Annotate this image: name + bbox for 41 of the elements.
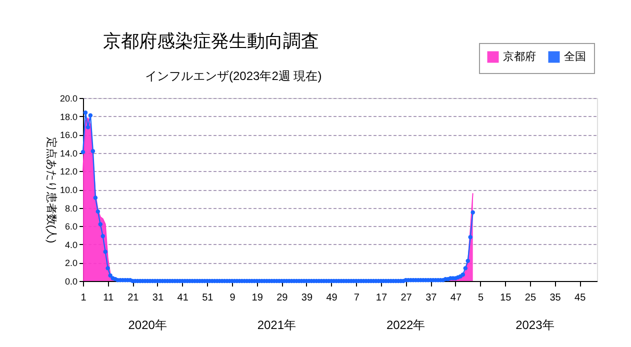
y-tick-label: 14.0 (60, 148, 78, 158)
x-tick-label: 1 (80, 292, 87, 304)
y-tick-label: 4.0 (64, 240, 78, 250)
y-tick-label: 20.0 (60, 94, 78, 104)
x-tick-label: 19 (252, 292, 264, 304)
chart-subtitle: インフルエンザ(2023年2週 現在) (145, 69, 322, 83)
x-tick-label: 39 (301, 292, 313, 304)
x-tick-label: 37 (426, 292, 438, 304)
x-tick-label: 35 (550, 292, 562, 304)
x-tick-label: 5 (478, 292, 484, 304)
x-tick-label: 49 (326, 292, 338, 304)
x-tick-label: 41 (177, 292, 189, 304)
y-tick-label: 10.0 (60, 185, 78, 195)
y-tick-label: 16.0 (60, 130, 78, 140)
x-tick-label: 21 (128, 292, 140, 304)
y-tick-label: 18.0 (60, 112, 78, 122)
text: 2022年 (386, 318, 426, 332)
x-tick-label: 31 (152, 292, 164, 304)
legend-label: 京都府 (503, 50, 536, 63)
x-tick-label: 45 (574, 292, 586, 304)
x-tick-label: 47 (450, 292, 462, 304)
y-tick-label: 2.0 (64, 258, 78, 268)
x-tick-label: 11 (103, 292, 114, 304)
y-tick-label: 0.0 (64, 276, 78, 286)
x-tick-label: 9 (230, 292, 236, 304)
text: 2021年 (257, 318, 296, 332)
y-tick-label: 6.0 (64, 222, 78, 232)
y-tick-label: 12.0 (60, 166, 78, 177)
x-tick-label: 51 (202, 292, 214, 304)
x-tick-label: 25 (524, 292, 536, 304)
text: 2023年 (516, 318, 554, 332)
chart-title: 京都府感染症発生動向調査 (103, 31, 319, 51)
x-tick-label: 27 (400, 292, 412, 304)
text: 2020年 (128, 318, 167, 332)
y-tick-label: 8.0 (64, 203, 78, 214)
x-tick-label: 17 (376, 292, 388, 304)
y-axis-title: 定点あたり患者数(人) (44, 136, 58, 244)
x-tick-label: 29 (276, 292, 288, 304)
x-tick-label: 7 (354, 292, 360, 304)
legend-label: 全国 (564, 51, 586, 63)
x-tick-label: 15 (500, 292, 512, 304)
